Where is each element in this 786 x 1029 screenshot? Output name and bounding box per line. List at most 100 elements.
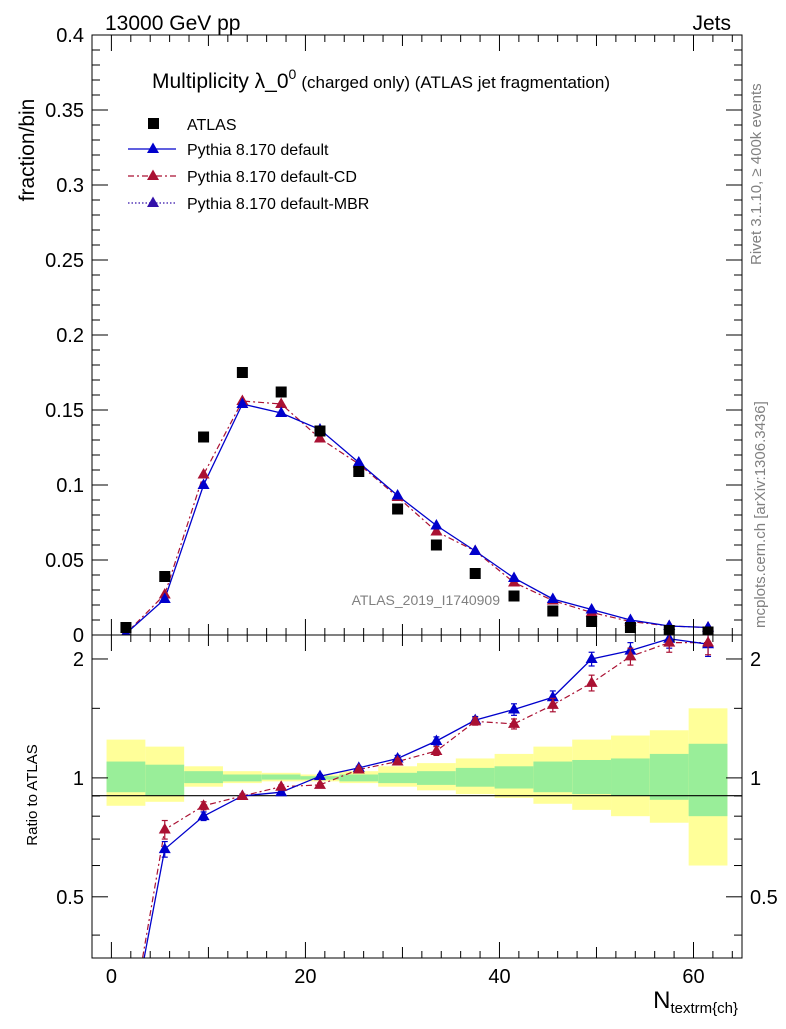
marker-atlas-7: [392, 503, 404, 515]
legend-entry-default-cd: Pythia 8.170 default-CD: [128, 169, 357, 186]
band-stat-12: [572, 759, 612, 795]
marker-atlas-10: [508, 590, 520, 602]
main-y-tick-label: 0.4: [56, 25, 84, 47]
chart-title-superscript: 0: [289, 66, 297, 82]
band-stat-9: [455, 767, 495, 787]
ratio-marker-default-5: [313, 769, 326, 781]
marker-atlas-9: [469, 568, 481, 579]
marker-atlas-13: [624, 622, 636, 633]
marker-default-cd-5: [313, 432, 326, 443]
legend-marker-default-mbr: [147, 196, 159, 207]
ratio-y-tick-label: 0.5: [56, 887, 84, 909]
ratio-y-tick-label-right: 1: [750, 768, 761, 790]
ratio-y-tick-label-right: 2: [750, 649, 761, 671]
band-stat-1: [145, 764, 185, 796]
marker-atlas-12: [586, 616, 598, 627]
marker-default-10: [508, 571, 521, 582]
main-y-tick-label: 0.25: [45, 250, 84, 272]
marker-default-4: [275, 406, 288, 417]
chart-title-suffix: (charged only) (ATLAS jet fragmentation): [301, 73, 610, 92]
main-y-tick-label: 0: [73, 625, 84, 647]
legend-label-default-cd: Pythia 8.170 default-CD: [187, 169, 357, 186]
legend-marker-atlas: [148, 118, 159, 129]
legend-label-default-mbr: Pythia 8.170 default-MBR: [187, 196, 369, 213]
band-stat-2: [184, 771, 223, 784]
marker-default-2: [197, 478, 210, 489]
ratio-marker-default-cd-3: [236, 789, 249, 800]
legend-label-default: Pythia 8.170 default: [187, 142, 329, 159]
ratio-marker-default-cd-5: [313, 778, 326, 789]
marker-default-cd-8: [430, 525, 443, 536]
uncertainty-bands: [106, 708, 728, 866]
analysis-watermark: ATLAS_2019_I1740909: [352, 592, 501, 608]
header-left-label: 13000 GeV pp: [105, 12, 240, 35]
band-stat-7: [378, 772, 417, 784]
marker-atlas-4: [275, 386, 287, 398]
marker-default-9: [469, 544, 482, 555]
band-stat-8: [417, 771, 456, 785]
marker-atlas-11: [547, 605, 559, 617]
marker-default-8: [430, 519, 443, 530]
band-stat-15: [688, 743, 728, 817]
marker-default-12: [585, 603, 598, 614]
legend-marker-default: [147, 142, 159, 153]
band-stat-11: [533, 761, 573, 793]
ratio-y-tick-label-right: 0.5: [750, 887, 778, 909]
ratio-marker-default-2: [197, 809, 210, 821]
x-axis-label-sub: textrm{ch}: [670, 1000, 738, 1017]
main-y-axis-label: fraction/bin: [16, 99, 39, 202]
legend-label-atlas: ATLAS: [187, 117, 237, 134]
main-plot-markers: [120, 367, 715, 635]
legend-entry-default: Pythia 8.170 default: [128, 142, 329, 159]
ratio-marker-default-4: [275, 785, 288, 797]
ratio-y-axis-label: Ratio to ATLAS: [24, 744, 41, 845]
ratio-marker-default-cd-13: [624, 649, 637, 661]
ratio-marker-default-cd-4: [275, 780, 288, 791]
main-y-tick-label: 0.3: [56, 175, 84, 197]
ratio-marker-default-cd-9: [469, 714, 482, 726]
ratio-marker-default-cd-12: [585, 676, 598, 687]
ratio-y-tick-label: 2: [73, 649, 84, 671]
x-tick-label: 40: [488, 966, 510, 988]
marker-default-3: [236, 397, 249, 408]
ratio-marker-default-cd-7: [391, 755, 404, 766]
marker-default-13: [624, 613, 637, 624]
series-line-default: [125, 403, 709, 634]
axes: 00.050.10.150.20.250.30.350.40 20 40 600.5 0…: [45, 25, 778, 988]
marker-default-cd-4: [275, 397, 288, 408]
band-stat-3: [222, 774, 262, 782]
marker-atlas-5: [314, 425, 326, 437]
ratio-marker-default-10: [508, 702, 521, 714]
series-line-default-cd: [125, 400, 709, 634]
ratio-line-default: [143, 638, 709, 958]
x-tick-label: 20: [294, 966, 316, 988]
band-stat-4: [261, 774, 301, 780]
marker-atlas-6: [353, 466, 365, 477]
ratio-marker-default-cd-14: [663, 636, 676, 647]
marker-atlas-0: [120, 622, 132, 633]
main-y-tick-label: 0.35: [45, 100, 84, 122]
marker-default-6: [352, 456, 365, 467]
legend: ATLAS Pythia 8.170 default Pythia 8.170 …: [128, 117, 369, 213]
ratio-line-default-cd: [141, 642, 709, 958]
ratio-y-tick-label: 1: [73, 768, 84, 790]
ratio-marker-default-cd-8: [430, 744, 443, 755]
ratio-marker-default-cd-11: [546, 698, 559, 709]
band-stat-0: [106, 761, 146, 793]
ratio-marker-default-1: [158, 842, 171, 854]
marker-default-1: [158, 592, 171, 603]
x-axis-label-main: N: [653, 987, 670, 1014]
ratio-marker-default-cd-10: [508, 717, 521, 728]
band-stat-14: [649, 753, 689, 800]
band-stat-10: [494, 766, 534, 789]
marker-atlas-2: [198, 431, 210, 443]
ratio-marker-default-cd-1: [158, 823, 171, 834]
marker-default-11: [546, 592, 559, 603]
marker-default-cd-2: [197, 468, 210, 479]
chart-title-main: Multiplicity λ_0: [152, 70, 289, 93]
marker-atlas-15: [702, 626, 714, 635]
main-y-tick-label: 0.2: [56, 325, 84, 347]
main-y-tick-label: 0.15: [45, 400, 84, 422]
chart-title: Multiplicity λ_00 (charged only) (ATLAS j…: [152, 66, 610, 93]
